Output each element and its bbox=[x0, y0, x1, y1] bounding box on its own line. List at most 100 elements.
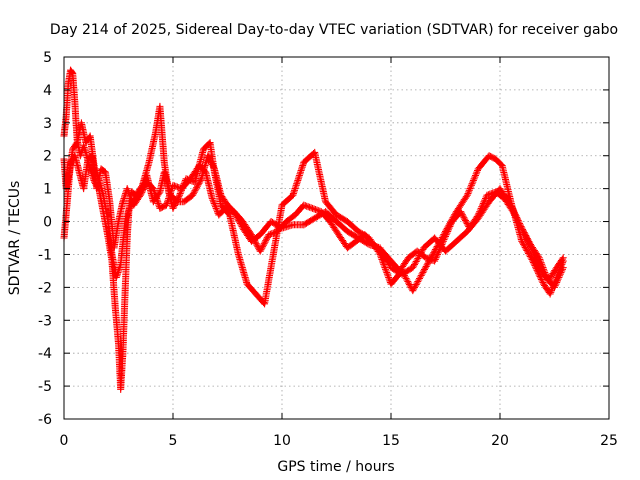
data-point-run bbox=[371, 242, 385, 254]
data-point-run bbox=[475, 193, 490, 217]
data-point-run bbox=[98, 166, 108, 175]
data-point-run bbox=[289, 160, 307, 198]
data-points bbox=[60, 66, 567, 393]
data-point bbox=[204, 152, 212, 160]
y-tick-label: 3 bbox=[43, 116, 52, 132]
data-point bbox=[409, 287, 417, 295]
data-point bbox=[431, 257, 439, 265]
data-point-run bbox=[345, 219, 361, 234]
data-point-run bbox=[115, 199, 126, 224]
data-point-run bbox=[323, 209, 339, 224]
y-tick-label: 2 bbox=[43, 149, 52, 165]
data-point-run bbox=[80, 144, 89, 155]
data-point-run bbox=[466, 212, 481, 231]
data-point bbox=[420, 267, 428, 275]
y-tick-label: -4 bbox=[38, 346, 52, 362]
y-axis-label: SDTVAR / TECUs bbox=[7, 181, 23, 296]
data-point-run bbox=[257, 232, 272, 254]
y-tick-label: 1 bbox=[43, 182, 52, 198]
y-tick-label: 4 bbox=[43, 83, 52, 99]
data-point bbox=[256, 247, 264, 255]
data-point-run bbox=[275, 219, 289, 234]
data-point-run bbox=[110, 219, 122, 250]
data-point-run bbox=[113, 262, 124, 280]
data-point-run bbox=[121, 236, 131, 296]
data-point bbox=[518, 224, 526, 232]
data-point-run bbox=[60, 200, 71, 240]
data-point-run bbox=[440, 219, 455, 244]
data-point bbox=[169, 181, 177, 189]
data-point-run bbox=[501, 196, 516, 214]
data-point-run bbox=[327, 219, 342, 237]
data-point bbox=[176, 191, 184, 199]
data-point-run bbox=[551, 265, 566, 290]
data-point-run bbox=[211, 167, 225, 198]
data-point-run bbox=[78, 121, 89, 145]
data-point-run bbox=[226, 213, 242, 257]
data-point-run bbox=[235, 252, 251, 286]
data-point-run bbox=[323, 199, 339, 218]
x-tick-label: 20 bbox=[491, 433, 509, 449]
data-point-run bbox=[131, 193, 143, 208]
series-track-a bbox=[60, 66, 567, 393]
plot-frame bbox=[63, 56, 610, 420]
x-tick-label: 10 bbox=[273, 433, 291, 449]
data-point-run bbox=[93, 167, 105, 191]
data-point-run bbox=[554, 255, 566, 270]
data-point bbox=[474, 211, 482, 219]
data-point-run bbox=[202, 170, 216, 201]
data-point bbox=[123, 185, 131, 193]
data-point-run bbox=[453, 193, 470, 214]
series-track-c bbox=[60, 152, 567, 285]
data-point bbox=[535, 254, 543, 262]
data-point-run bbox=[475, 153, 492, 172]
data-point-run bbox=[310, 205, 324, 215]
data-point-run bbox=[163, 183, 176, 207]
data-point-run bbox=[117, 219, 129, 266]
y-tick-label: 0 bbox=[43, 215, 52, 231]
data-point bbox=[559, 264, 567, 272]
data-point-run bbox=[216, 206, 228, 218]
data-point bbox=[247, 231, 255, 239]
data-point bbox=[457, 208, 465, 216]
data-point-run bbox=[292, 202, 307, 218]
data-point-run bbox=[284, 212, 298, 225]
data-point-run bbox=[231, 209, 246, 224]
data-point bbox=[409, 264, 417, 272]
axis-ticks: 0 5 10 15 20 25 -6 -5 -4 -3 -2 -1 0 1 2 3 4 5 bbox=[38, 50, 618, 449]
data-point bbox=[509, 208, 517, 216]
data-point-run bbox=[528, 242, 542, 260]
y-tick-label: 5 bbox=[43, 50, 52, 66]
data-point bbox=[121, 218, 129, 226]
data-point-run bbox=[301, 215, 317, 228]
data-point-run bbox=[311, 150, 329, 204]
data-point-run bbox=[499, 163, 514, 204]
data-point-run bbox=[119, 292, 129, 355]
data-point-run bbox=[519, 239, 536, 263]
data-point-run bbox=[196, 163, 209, 175]
y-tick-label: -1 bbox=[38, 247, 52, 263]
data-point-run bbox=[179, 176, 193, 191]
x-tick-label: 25 bbox=[600, 433, 618, 449]
grid-lines bbox=[64, 57, 609, 419]
x-tick-label: 0 bbox=[60, 433, 69, 449]
data-point-run bbox=[279, 192, 296, 208]
data-point-run bbox=[362, 232, 376, 247]
data-point-run bbox=[414, 248, 429, 261]
data-point-run bbox=[70, 140, 80, 152]
data-point-run bbox=[67, 67, 76, 76]
x-tick-label: 15 bbox=[382, 433, 400, 449]
data-point bbox=[551, 283, 558, 291]
data-point-run bbox=[529, 259, 547, 286]
data-point bbox=[546, 290, 554, 298]
data-point-run bbox=[545, 265, 560, 283]
data-point-run bbox=[205, 153, 218, 171]
data-point-run bbox=[63, 160, 74, 204]
data-point-run bbox=[399, 264, 415, 277]
x-axis-label: GPS time / hours bbox=[277, 459, 394, 475]
data-point-run bbox=[144, 179, 156, 191]
data-point bbox=[189, 191, 197, 199]
data-point-run bbox=[334, 219, 350, 234]
y-tick-label: -2 bbox=[38, 280, 52, 296]
